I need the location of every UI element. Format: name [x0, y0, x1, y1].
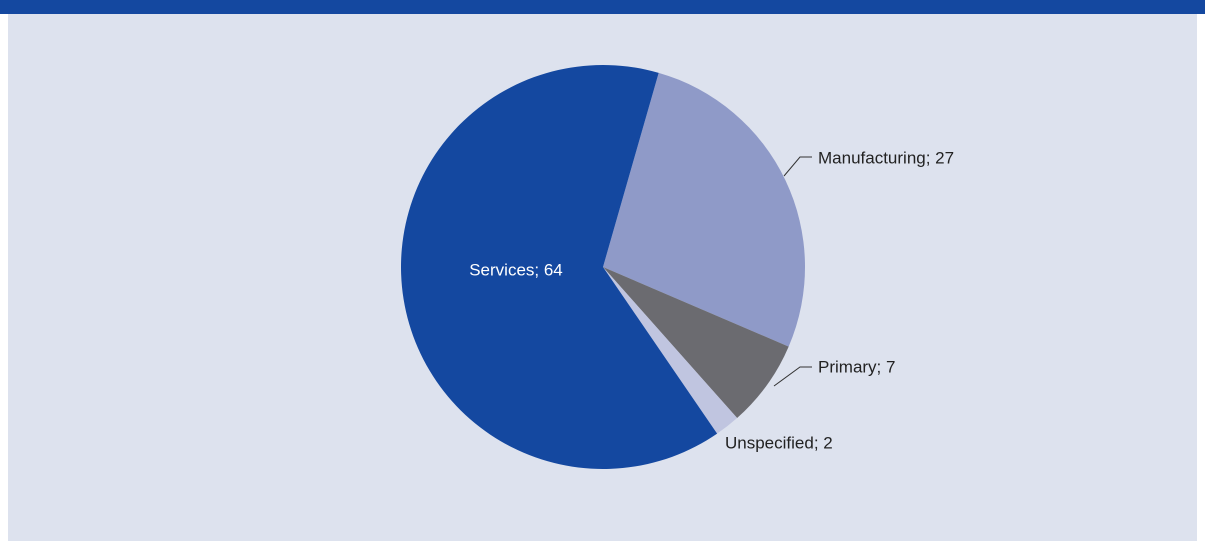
- leader-line: [783, 156, 812, 177]
- data-label: Manufacturing; 27: [818, 148, 954, 167]
- data-label: Services; 64: [469, 260, 563, 279]
- pie-slice: [401, 64, 718, 469]
- title-bar: [0, 0, 1205, 14]
- pie-slice: [603, 72, 805, 347]
- data-label: Primary; 7: [818, 357, 895, 376]
- pie-slice: [603, 267, 738, 434]
- leader-line: [773, 366, 812, 387]
- pie-slice: [603, 267, 789, 419]
- data-label: Unspecified; 2: [725, 433, 833, 452]
